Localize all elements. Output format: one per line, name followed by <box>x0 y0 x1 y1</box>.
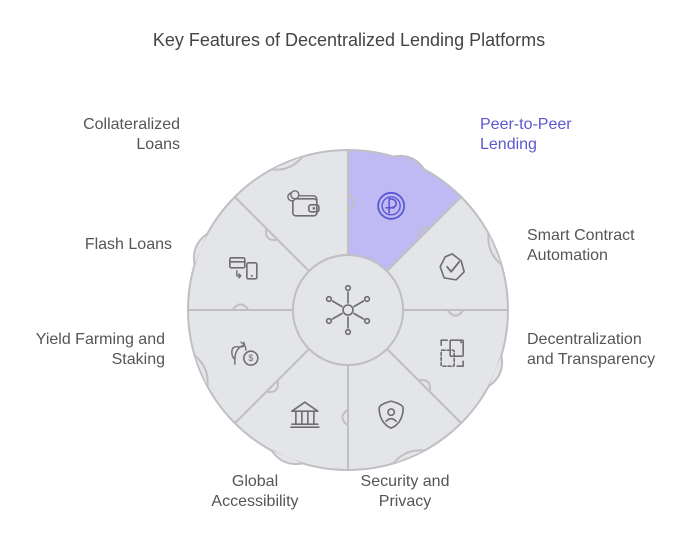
hub-circle <box>293 255 403 365</box>
label-global-line1: Global <box>175 472 335 492</box>
label-secpriv-line1: Security and <box>325 472 485 492</box>
label-smart-line2: Automation <box>527 246 635 266</box>
label-yield-line2: Staking <box>36 350 165 370</box>
label-yield-line1: Yield Farming and <box>36 330 165 350</box>
label-p2p: Peer-to-PeerLending <box>480 115 572 155</box>
label-decent-line1: Decentralization <box>527 330 655 350</box>
label-collat: CollateralizedLoans <box>83 115 180 155</box>
label-flash-line1: Flash Loans <box>85 235 172 255</box>
label-global: GlobalAccessibility <box>175 472 335 512</box>
label-smart-line1: Smart Contract <box>527 226 635 246</box>
label-decent: Decentralizationand Transparency <box>527 330 655 370</box>
label-collat-line2: Loans <box>83 135 180 155</box>
label-global-line2: Accessibility <box>175 492 335 512</box>
label-collat-line1: Collateralized <box>83 115 180 135</box>
label-p2p-line2: Lending <box>480 135 572 155</box>
label-secpriv: Security andPrivacy <box>325 472 485 512</box>
label-yield: Yield Farming andStaking <box>36 330 165 370</box>
label-decent-line2: and Transparency <box>527 350 655 370</box>
label-p2p-line1: Peer-to-Peer <box>480 115 572 135</box>
radial-diagram: $ <box>0 0 698 554</box>
label-smart: Smart ContractAutomation <box>527 226 635 266</box>
svg-text:$: $ <box>248 353 253 363</box>
label-flash: Flash Loans <box>85 235 172 255</box>
label-secpriv-line2: Privacy <box>325 492 485 512</box>
